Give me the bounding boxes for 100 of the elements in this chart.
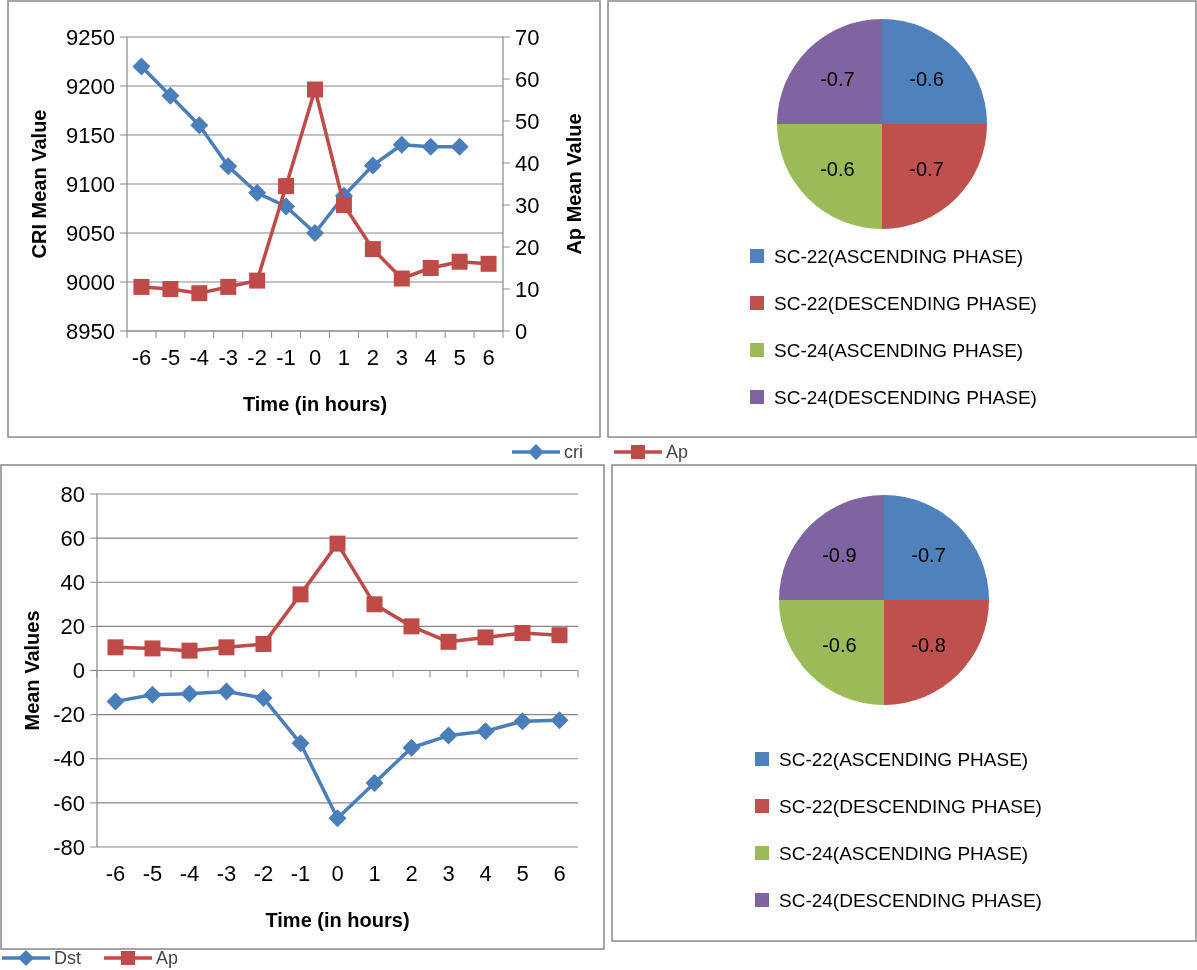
x-tick-label: 0 [331,861,344,886]
legend-label: Dst [54,948,81,969]
y2-tick-label: 0 [515,318,528,344]
x-axis-title: Time (in hours) [242,393,388,415]
text: -0.7 [820,68,855,91]
point [451,253,468,270]
point [292,586,309,603]
x-tick-label: -4 [179,861,200,886]
text: -0.6 [909,68,944,91]
legend-label: SC-22(DESCENDING PHASE) [779,795,1042,817]
point [421,137,440,156]
x-tick-label: -2 [253,861,274,886]
legend-label: SC-22(DESCENDING PHASE) [774,292,1037,314]
pie-slice [779,495,884,600]
y2-tick-label: 30 [515,192,540,218]
point [477,629,494,646]
x-tick-label: 1 [368,861,381,886]
point [366,596,383,613]
x-tick-label: 6 [553,861,566,886]
legend-label: cri [564,442,583,463]
point [550,711,569,730]
x-axis-title: Time (in hours) [265,909,410,931]
legend-label: Ap [666,442,689,463]
point [363,156,382,175]
point [144,640,161,657]
x-tick-label: 5 [516,861,529,886]
y-tick-label: 9250 [66,24,115,50]
legend-label: SC-24(ASCENDING PHASE) [779,842,1029,864]
point [161,86,180,105]
point [364,241,381,258]
point [219,157,238,176]
point [365,774,384,793]
point [220,278,237,295]
text: -0.6 [822,633,857,656]
y-tick-label: 9000 [66,269,115,295]
y-tick-label: -40 [53,746,85,772]
x-tick-label: 6 [482,345,495,370]
point [248,183,267,202]
text: -0.6 [820,157,855,180]
pie-slice [777,124,882,229]
point [393,270,410,287]
point [513,712,532,731]
point [480,255,497,272]
pie-slice [882,19,987,124]
point [133,278,150,295]
point [328,809,347,828]
y-tick-label: 9100 [66,171,115,197]
point [190,116,209,135]
y-tick-label: 9050 [66,220,115,246]
text: -0.7 [909,157,944,180]
point [450,137,469,156]
pie-slice [884,495,989,600]
x-tick-label: -6 [131,345,152,370]
pie-slice [777,19,882,124]
point [278,178,295,195]
x-tick-label: -1 [276,345,296,370]
y2-tick-label: 10 [515,276,540,302]
point [143,685,162,704]
x-tick-label: -4 [189,345,210,370]
point [551,627,568,644]
point [181,642,198,659]
y2-tick-label: 60 [515,66,540,92]
y-tick-label: 20 [60,614,85,640]
point [307,81,323,98]
y2-axis-title: Ap Mean Value [563,113,585,255]
y-tick-label: 8950 [66,318,115,344]
text: -0.8 [911,633,946,656]
x-tick-label: 3 [442,861,455,886]
point [329,535,346,552]
text: -0.7 [911,544,946,567]
y-tick-label: 9150 [66,122,115,148]
y-tick-label: 60 [60,525,85,551]
point [392,135,411,154]
x-tick-label: 2 [405,861,418,886]
point [476,722,495,741]
x-tick-label: 4 [424,345,437,370]
x-tick-label: 5 [453,345,466,370]
y2-tick-label: 40 [515,150,540,176]
point [218,639,235,656]
point [439,726,458,745]
x-tick-label: 3 [395,345,408,370]
x-tick-label: -3 [218,345,239,370]
x-tick-label: 0 [308,345,322,370]
x-tick-label: 1 [337,345,351,370]
y-axis-title: Mean Values [21,610,43,731]
point [249,272,266,289]
y-tick-label: -60 [53,790,85,816]
point [162,281,179,297]
legend-label: Ap [156,948,179,969]
pie-slice [882,124,987,229]
legend-label: SC-22(ASCENDING PHASE) [779,748,1029,770]
point [255,636,272,653]
point [217,682,236,701]
x-tick-label: -2 [247,345,267,370]
legend-label: SC-24(DESCENDING PHASE) [779,889,1042,911]
point [132,57,151,76]
point [335,197,352,213]
text: -0.9 [822,544,857,567]
point [403,618,420,635]
point [306,224,324,242]
